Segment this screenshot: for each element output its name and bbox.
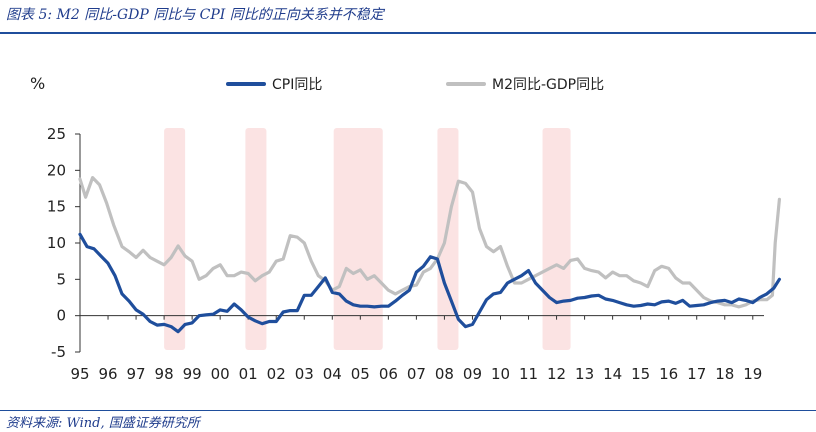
x-tick-label: 08 — [435, 365, 454, 383]
x-tick-label: 99 — [183, 365, 202, 383]
x-tick-label: 98 — [155, 365, 174, 383]
series-line-m2-gdp — [78, 176, 781, 309]
x-tick-label: 12 — [547, 365, 566, 383]
figure-title: 图表 5: M2 同比-GDP 同比与 CPI 同比的正向关系并不稳定 — [6, 7, 384, 23]
shaded-period-2 — [245, 128, 267, 350]
x-tick-label: 14 — [603, 365, 622, 383]
x-tick-label: 10 — [491, 365, 510, 383]
x-tick-label: 96 — [98, 365, 117, 383]
x-tick-label: 07 — [407, 365, 426, 383]
x-tick-label: 02 — [267, 365, 286, 383]
y-tick-label: -5 — [51, 343, 66, 361]
shaded-period-1 — [164, 128, 186, 350]
y-unit-label: % — [30, 74, 46, 93]
legend-item-m2-gdp: M2同比-GDP同比 — [446, 74, 604, 94]
x-tick-label: 03 — [295, 365, 314, 383]
x-tick-label: 04 — [323, 365, 342, 383]
legend-label-m2-gdp: M2同比-GDP同比 — [492, 77, 605, 93]
x-tick-label: 95 — [70, 365, 89, 383]
shaded-period-4 — [437, 128, 459, 350]
x-tick-label: 11 — [519, 365, 538, 383]
y-tick-label: 15 — [47, 198, 66, 216]
x-tick-label: 09 — [463, 365, 482, 383]
x-tick-label: 05 — [351, 365, 370, 383]
x-tick-label: 00 — [211, 365, 230, 383]
series-lines — [78, 176, 781, 334]
x-tick-label: 16 — [659, 365, 678, 383]
y-tick-label: 0 — [56, 307, 66, 325]
legend-swatch-cpi — [226, 82, 266, 86]
y-tick-label: 10 — [47, 234, 66, 252]
y-tick-label: 20 — [47, 161, 66, 179]
title-rule — [0, 32, 816, 34]
axes — [75, 133, 764, 353]
y-tick-label: 25 — [47, 125, 66, 143]
figure-source: 资料来源: Wind, 国盛证券研究所 — [6, 416, 200, 431]
series-line-cpi — [78, 232, 781, 334]
shaded-period-3 — [333, 128, 383, 350]
x-tick-label: 15 — [631, 365, 650, 383]
x-tick-label: 18 — [715, 365, 734, 383]
legend-item-cpi: CPI同比 — [226, 74, 322, 94]
shaded-periods — [164, 128, 571, 350]
x-tick-label: 13 — [575, 365, 594, 383]
shaded-period-5 — [542, 128, 571, 350]
x-tick-label: 17 — [687, 365, 706, 383]
x-tick-label: 06 — [379, 365, 398, 383]
source-rule — [0, 410, 816, 411]
x-tick-label: 97 — [127, 365, 146, 383]
y-tick-label: 5 — [56, 270, 66, 288]
x-tick-label: 19 — [743, 365, 762, 383]
x-tick-label: 01 — [239, 365, 258, 383]
legend-swatch-m2-gdp — [446, 82, 486, 86]
legend-label-cpi: CPI同比 — [272, 77, 323, 93]
